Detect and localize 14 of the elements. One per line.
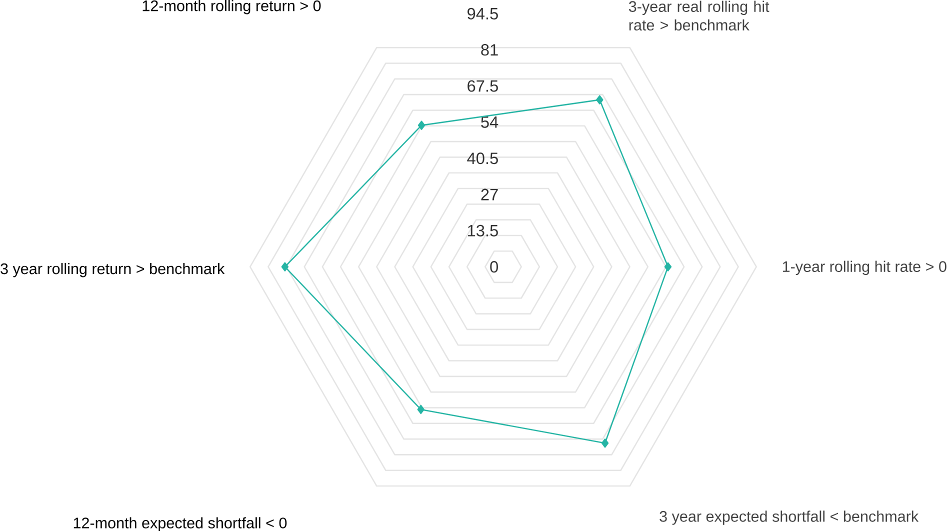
spoke-label: 12-month rolling return > 0 <box>142 0 321 14</box>
spoke-label: 12-month expected shortfall < 0 <box>74 516 287 531</box>
y-tick-label: 94.5 <box>468 8 498 20</box>
y-tick-label: 40.5 <box>467 152 498 164</box>
spoke-label: 1-year rolling hit rate > 0 <box>782 260 946 275</box>
y-tick-label: 67.5 <box>468 80 498 92</box>
y-tick-label: 0 <box>490 260 498 272</box>
y-tick-label: 27 <box>481 188 498 200</box>
spoke-label: 3 year rolling return > benchmark <box>0 262 225 277</box>
spoke-label: 3-year real rolling hit rate > benchmark <box>628 0 770 30</box>
spoke-label: 3 year expected shortfall < benchmark <box>660 510 919 525</box>
y-tick-label: 81 <box>481 44 498 56</box>
y-tick-label: 54 <box>481 116 498 128</box>
y-tick-label: 13.5 <box>468 224 498 236</box>
